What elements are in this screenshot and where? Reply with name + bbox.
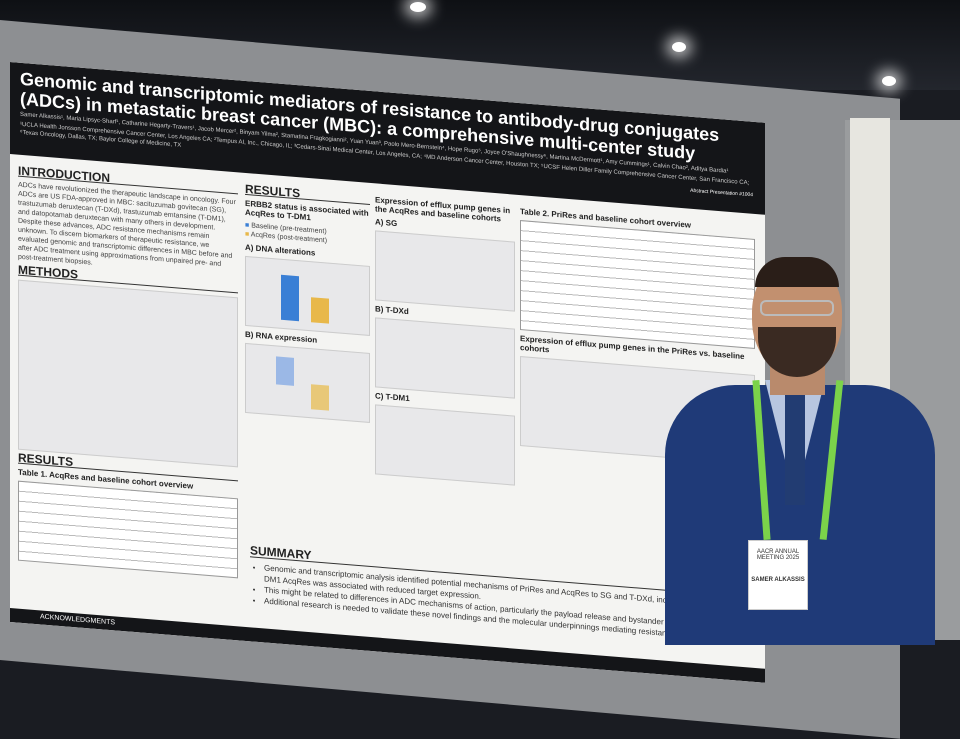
research-poster: Genomic and transcriptomic mediators of … [10, 62, 765, 683]
ceiling-light [882, 76, 896, 86]
rna-expression-chart [245, 342, 370, 423]
hair [755, 257, 839, 287]
ceiling-light [672, 42, 686, 52]
presenter: AACR ANNUAL MEETING 2025 SAMER ALKASSIS [660, 255, 950, 645]
table1 [18, 480, 238, 579]
ceiling-light [410, 2, 426, 12]
left-column: INTRODUCTION ADCs have revolutionized th… [18, 163, 238, 579]
sg-boxplot [375, 230, 515, 312]
methods-diagram [18, 279, 238, 468]
name-badge: AACR ANNUAL MEETING 2025 SAMER ALKASSIS [748, 540, 808, 610]
badge-name: SAMER ALKASSIS [751, 577, 805, 583]
badge-event: AACR ANNUAL MEETING 2025 [756, 549, 800, 561]
erbb2-column: RESULTS ERBB2 status is associated with … [245, 181, 370, 427]
tdm1-boxplot [375, 404, 515, 486]
glasses [760, 300, 834, 316]
efflux-column: Expression of efflux pump genes in the A… [375, 191, 515, 489]
dna-alterations-chart [245, 255, 370, 336]
tdxd-boxplot [375, 317, 515, 399]
tie [785, 395, 805, 505]
